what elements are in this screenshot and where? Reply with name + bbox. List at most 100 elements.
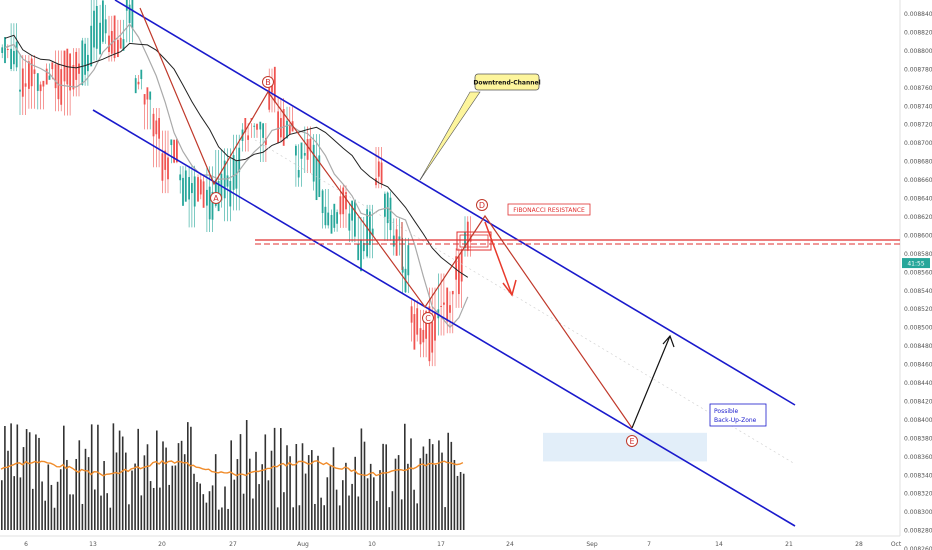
candle-body xyxy=(19,89,21,92)
y-tick-label: 0.008400 xyxy=(904,417,932,424)
volume-bar xyxy=(304,473,307,530)
volume-bar xyxy=(227,508,229,530)
volume-bar xyxy=(84,448,87,530)
y-tick-label: 0.008300 xyxy=(904,509,932,516)
candle-body xyxy=(339,196,342,215)
candle-body xyxy=(99,22,101,55)
candle-body xyxy=(93,10,95,48)
candle-body xyxy=(45,68,48,85)
candle-body xyxy=(4,37,6,64)
candle-body xyxy=(81,40,84,85)
volume-bar xyxy=(273,427,276,530)
y-tick-label: 0.008260 xyxy=(904,546,932,550)
long-moving-average xyxy=(4,34,469,278)
volume-bar xyxy=(379,470,381,530)
volume-bar xyxy=(419,458,422,530)
volume-bar xyxy=(363,441,366,530)
candle-body xyxy=(389,197,392,231)
x-tick-label: 27 xyxy=(229,541,237,548)
wave-label-c: C xyxy=(425,314,431,323)
candle-body xyxy=(176,139,178,163)
volume-bar xyxy=(75,458,77,530)
channel-label: Downtrend-Channel xyxy=(473,80,540,87)
y-tick-label: 0.008480 xyxy=(904,343,932,350)
y-tick-label: 0.008600 xyxy=(904,232,932,239)
volume-bar xyxy=(258,484,260,530)
candle-body xyxy=(375,178,377,186)
volume-bar xyxy=(143,455,146,530)
candle-body xyxy=(321,190,324,214)
candle-body xyxy=(33,69,36,74)
y-tick-label: 0.008320 xyxy=(904,491,932,498)
down-arrow-head xyxy=(502,279,517,297)
volume-bar xyxy=(168,484,170,530)
candle-body xyxy=(48,75,51,80)
candle-body xyxy=(134,78,137,94)
candle-body xyxy=(300,142,303,159)
candle-body xyxy=(262,123,264,138)
candle-body xyxy=(113,15,116,59)
volume-bar xyxy=(307,455,310,530)
candle-body xyxy=(6,48,9,51)
candle-body xyxy=(348,213,351,231)
candle-body xyxy=(146,87,149,100)
candle-body xyxy=(443,302,445,305)
candle-body xyxy=(369,211,371,245)
volume-bar xyxy=(81,503,84,530)
volume-bar xyxy=(125,452,127,530)
volume-bar xyxy=(276,507,279,530)
candle-body xyxy=(268,87,271,110)
volume-bar xyxy=(407,463,409,530)
candle-body xyxy=(277,111,279,144)
candle-body xyxy=(354,199,356,237)
candle-body xyxy=(152,113,155,137)
volume-bar xyxy=(301,443,304,530)
candle-body xyxy=(72,64,75,90)
candle-body xyxy=(15,41,18,68)
volume-bar xyxy=(283,492,285,530)
volume-bar xyxy=(13,476,15,530)
volume-bar xyxy=(267,480,270,530)
volume-bar xyxy=(320,497,322,530)
wave-marker-d xyxy=(476,199,488,211)
y-tick-label: 0.008540 xyxy=(904,288,932,295)
wave-marker-a xyxy=(210,192,222,204)
candle-body xyxy=(446,287,449,322)
volume-bar xyxy=(193,473,195,530)
zone-label-line1: Possible xyxy=(714,408,738,415)
volume-bar xyxy=(134,463,136,530)
volume-bar xyxy=(435,465,437,530)
candle-body xyxy=(202,181,205,208)
candle-body xyxy=(102,0,104,42)
candle-body xyxy=(193,176,196,207)
y-tick-label: 0.008700 xyxy=(904,140,932,147)
fib-label-box xyxy=(507,203,591,216)
x-tick-label: 10 xyxy=(368,541,376,548)
volume-bar xyxy=(32,488,34,530)
x-tick-label: 28 xyxy=(855,541,863,548)
volume-bar xyxy=(25,429,28,530)
candle-body xyxy=(324,206,327,226)
y-tick-label: 0.008840 xyxy=(904,11,932,18)
candle-body xyxy=(78,63,80,74)
volume-bar xyxy=(159,487,161,530)
candle-body xyxy=(173,139,175,163)
volume-bar xyxy=(140,495,143,530)
volume-bar xyxy=(456,475,459,530)
zone-label-box xyxy=(709,403,767,427)
candle-body xyxy=(273,66,276,103)
volume-bar xyxy=(214,454,217,530)
y-tick-label: 0.008760 xyxy=(904,85,932,92)
candle-body xyxy=(449,305,451,313)
volume-bar xyxy=(28,432,31,530)
volume-bar xyxy=(286,445,288,530)
volume-bar xyxy=(397,455,400,530)
volume-bar xyxy=(453,459,456,530)
volume-bar xyxy=(236,459,239,530)
candle-body xyxy=(188,177,190,200)
candle-body xyxy=(419,328,422,345)
volume-bar xyxy=(7,450,9,530)
candle-body xyxy=(413,314,416,350)
volume-moving-average xyxy=(0,459,464,477)
volume-bar xyxy=(391,491,394,530)
